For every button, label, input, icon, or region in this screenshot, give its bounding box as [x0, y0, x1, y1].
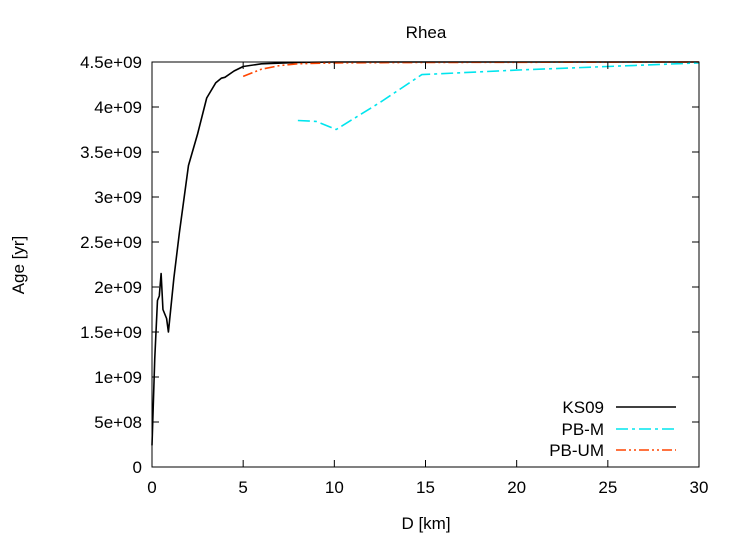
x-tick-label: 25 — [598, 478, 617, 497]
series-layer — [151, 61, 700, 446]
y-tick-label: 2.5e+09 — [80, 233, 142, 252]
y-axis-label: Age [yr] — [9, 236, 28, 295]
x-tick-label: 0 — [147, 478, 156, 497]
y-tick-label: 3.5e+09 — [80, 143, 142, 162]
y-tick-label: 4.5e+09 — [80, 53, 142, 72]
x-tick-label: 20 — [507, 478, 526, 497]
chart-title: Rhea — [406, 23, 447, 42]
x-tick-label: 5 — [238, 478, 247, 497]
x-axis-label: D [km] — [401, 514, 450, 533]
legend-label: PB-M — [562, 420, 605, 439]
legend: KS09 PB-M PB-UM — [549, 398, 676, 460]
y-tick-label: 2e+09 — [94, 278, 142, 297]
legend-label: KS09 — [562, 398, 604, 417]
y-tick-label: 1e+09 — [94, 368, 142, 387]
y-tick-label: 4e+09 — [94, 98, 142, 117]
ticks-layer: 0 5 10 15 20 25 30 0 5e+08 1e+09 1.5e+09 2e+09 2.5e+… — [80, 53, 708, 497]
legend-label: PB-UM — [549, 441, 604, 460]
series-line-pb-m — [297, 62, 700, 131]
y-tick-label: 0 — [133, 458, 142, 477]
y-tick-label: 3e+09 — [94, 188, 142, 207]
x-tick-label: 30 — [690, 478, 709, 497]
series-line-pb-um — [242, 61, 700, 78]
series-line-ks09 — [151, 61, 699, 446]
x-tick-label: 15 — [416, 478, 435, 497]
x-tick-label: 10 — [325, 478, 344, 497]
y-tick-label: 5e+08 — [94, 413, 142, 432]
y-tick-label: 1.5e+09 — [80, 323, 142, 342]
